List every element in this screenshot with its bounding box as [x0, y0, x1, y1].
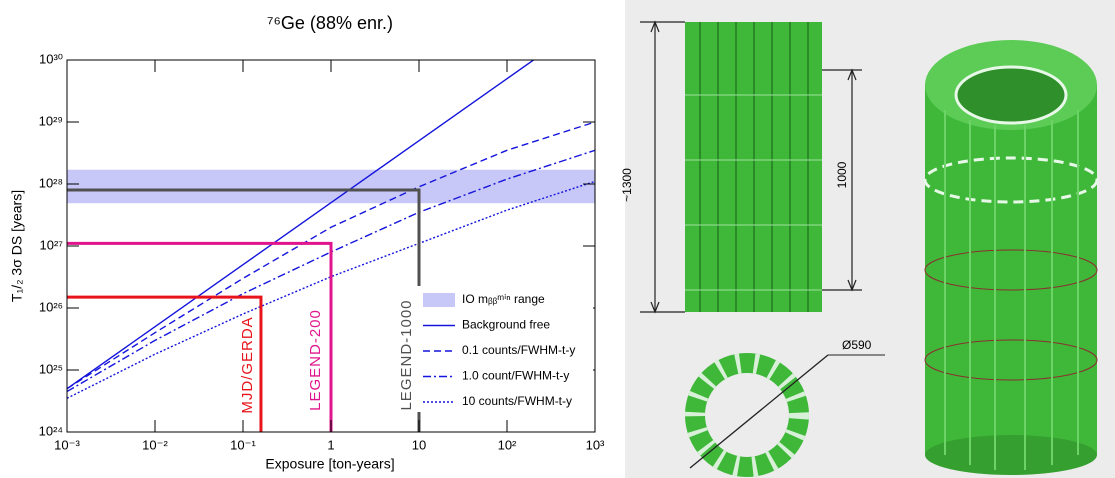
limit-label: LEGEND-200 [307, 309, 324, 411]
legend-label: 0.1 counts/FWHM-t-y [462, 343, 575, 357]
y-tick-label: 10²⁵ [39, 361, 63, 376]
figure: ⁷⁶Ge (88% enr.) Exposure [ton-years] T₁/… [0, 0, 1115, 478]
legend-label: Background free [462, 318, 550, 332]
page: ⁷⁶Ge (88% enr.) Exposure [ton-years] T₁/… [0, 0, 1115, 478]
x-tick-label: 10⁻¹ [230, 437, 256, 452]
x-tick-label: 10⁻³ [54, 437, 80, 452]
limit-label: MJD/GERDA [239, 316, 256, 413]
io-band [67, 170, 595, 203]
y-axis-label: T₁/₂ 3σ DS [years] [9, 190, 25, 302]
y-tick-label: 10²⁴ [39, 423, 63, 438]
y-tick-label: 10³⁰ [39, 51, 63, 66]
chart-title: ⁷⁶Ge (88% enr.) [267, 13, 393, 33]
array-elevation [685, 22, 822, 312]
x-tick-label: 10³ [586, 437, 605, 452]
dimension-label: 1000 [835, 161, 849, 188]
dimension-label: Ø590 [842, 338, 872, 352]
drawing: ~1300 1000 Ø590 [620, 0, 1115, 478]
sensitivity-limit [67, 243, 331, 432]
legend: IO mᵦᵦᵐⁱⁿ range Background free 0.1 counts… [415, 286, 593, 412]
sensitivity-limit [67, 297, 261, 432]
dimension-label: ~1300 [620, 168, 634, 202]
array-3d [925, 40, 1097, 475]
x-tick-label: 10 [412, 437, 426, 452]
x-tick-label: 10⁻² [142, 437, 168, 452]
legend-label: 10 counts/FWHM-t-y [462, 394, 572, 408]
legend-label: 1.0 count/FWHM-t-y [462, 369, 569, 383]
x-tick-label: 1 [327, 437, 334, 452]
y-tick-label: 10²⁹ [39, 113, 63, 128]
x-tick-label: 10² [498, 437, 517, 452]
legend-label: IO mᵦᵦᵐⁱⁿ range [462, 292, 545, 306]
x-axis-label: Exposure [ton-years] [265, 456, 394, 472]
legend-swatch [423, 293, 455, 307]
y-tick-label: 10²⁸ [39, 175, 63, 190]
y-tick-label: 10²⁷ [40, 237, 64, 252]
y-tick-label: 10²⁶ [39, 299, 63, 314]
limit-label: LEGEND-1000 [398, 299, 415, 410]
